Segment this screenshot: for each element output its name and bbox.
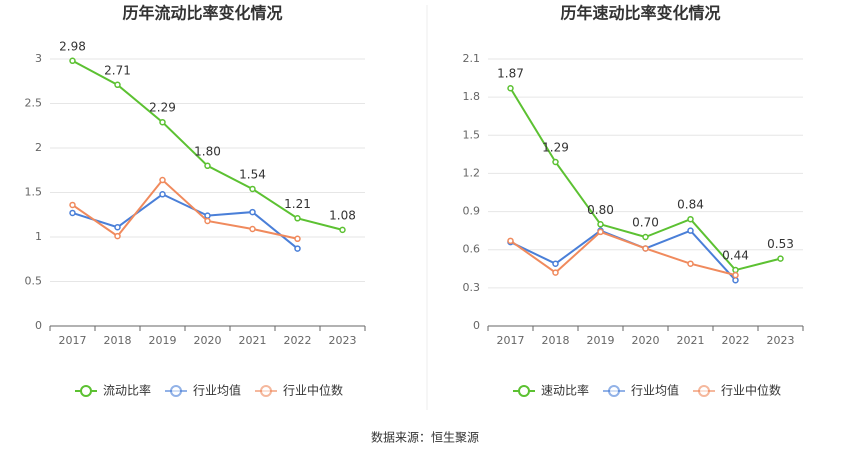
legend-label: 速动比率 <box>541 383 589 398</box>
point <box>597 221 604 228</box>
x-tick-label: 2022 <box>722 334 750 347</box>
point <box>294 245 301 252</box>
y-tick-label: 0.6 <box>463 243 481 256</box>
x-tick-label: 2017 <box>59 334 87 347</box>
x-tick-label: 2023 <box>329 334 357 347</box>
chart-title: 历年速动比率变化情况 <box>560 4 720 23</box>
y-tick-label: 1.5 <box>25 186 43 199</box>
x-tick-label: 2020 <box>194 334 222 347</box>
point <box>249 225 256 233</box>
y-tick-label: 0.5 <box>25 275 43 288</box>
point <box>159 191 166 198</box>
legend-label: 行业均值 <box>631 383 679 398</box>
x-tick-label: 2023 <box>767 334 795 347</box>
x-tick-label: 2019 <box>149 334 177 347</box>
y-tick-label: 2.5 <box>25 97 43 110</box>
y-tick-label: 3 <box>35 52 42 65</box>
x-tick-label: 2018 <box>542 334 570 347</box>
x-tick-label: 2017 <box>497 334 525 347</box>
point <box>777 255 784 262</box>
point <box>69 57 76 65</box>
value-label: 1.08 <box>329 208 356 222</box>
value-label: 0.70 <box>632 216 659 230</box>
y-tick-label: 0 <box>35 319 42 332</box>
point <box>552 269 559 276</box>
point <box>642 233 649 241</box>
y-tick-label: 0 <box>473 319 480 332</box>
x-tick-label: 2020 <box>632 334 660 347</box>
point <box>642 245 649 252</box>
legend-label: 流动比率 <box>103 383 151 398</box>
value-label: 2.71 <box>104 63 131 77</box>
x-tick-label: 2021 <box>677 334 705 347</box>
point <box>69 209 76 217</box>
legend-marker <box>80 385 92 397</box>
value-label: 0.53 <box>767 237 794 251</box>
point <box>249 208 256 216</box>
source: 数据来源：恒生聚源 <box>371 430 479 445</box>
value-label: 1.21 <box>284 197 311 211</box>
series-line <box>509 230 736 277</box>
value-label: 0.44 <box>722 249 749 263</box>
legend-marker <box>260 385 272 397</box>
value-label: 1.29 <box>542 140 569 154</box>
series-line <box>72 193 299 250</box>
point <box>507 237 514 245</box>
y-tick-label: 1.8 <box>463 90 481 103</box>
point <box>294 215 301 222</box>
value-label: 2.98 <box>59 39 86 53</box>
point <box>249 185 256 193</box>
point <box>159 118 166 126</box>
point <box>114 232 121 240</box>
legend-marker <box>608 385 620 397</box>
value-label: 1.54 <box>239 167 266 181</box>
point <box>114 81 121 89</box>
x-tick-label: 2022 <box>284 334 312 347</box>
point <box>687 260 694 267</box>
legend-marker <box>698 385 710 397</box>
legend-marker <box>170 385 182 397</box>
value-label: 0.84 <box>677 198 704 212</box>
y-tick-label: 0.3 <box>463 281 481 294</box>
point <box>507 84 514 92</box>
point <box>732 266 739 274</box>
legend-label: 行业均值 <box>193 383 241 398</box>
series-line <box>71 178 298 240</box>
legend-label: 行业中位数 <box>721 383 781 398</box>
point <box>204 217 211 225</box>
point <box>732 276 739 284</box>
point <box>114 223 121 231</box>
x-tick-label: 2021 <box>239 334 267 347</box>
value-label: 0.80 <box>587 203 614 217</box>
point <box>204 162 211 170</box>
point <box>552 158 559 166</box>
value-label: 1.87 <box>497 67 524 81</box>
y-tick-label: 2 <box>35 141 42 154</box>
y-tick-label: 1 <box>35 230 42 243</box>
legend-marker <box>518 385 530 397</box>
point <box>159 176 166 184</box>
point <box>687 227 694 234</box>
value-label: 2.29 <box>149 101 176 115</box>
point <box>597 228 604 236</box>
y-tick-label: 2.1 <box>463 52 481 65</box>
point <box>69 201 76 209</box>
x-tick-label: 2019 <box>587 334 615 347</box>
legend-label: 行业中位数 <box>283 383 343 398</box>
point <box>687 215 694 223</box>
point <box>339 226 346 234</box>
point <box>294 235 301 243</box>
value-label: 1.80 <box>194 144 221 158</box>
point <box>204 212 211 219</box>
y-tick-label: 1.2 <box>463 166 481 179</box>
point <box>732 271 739 279</box>
y-tick-label: 0.9 <box>463 205 481 218</box>
chart-title: 历年流动比率变化情况 <box>122 4 282 23</box>
y-tick-label: 1.5 <box>463 128 481 141</box>
point <box>552 260 559 267</box>
x-tick-label: 2018 <box>104 334 132 347</box>
